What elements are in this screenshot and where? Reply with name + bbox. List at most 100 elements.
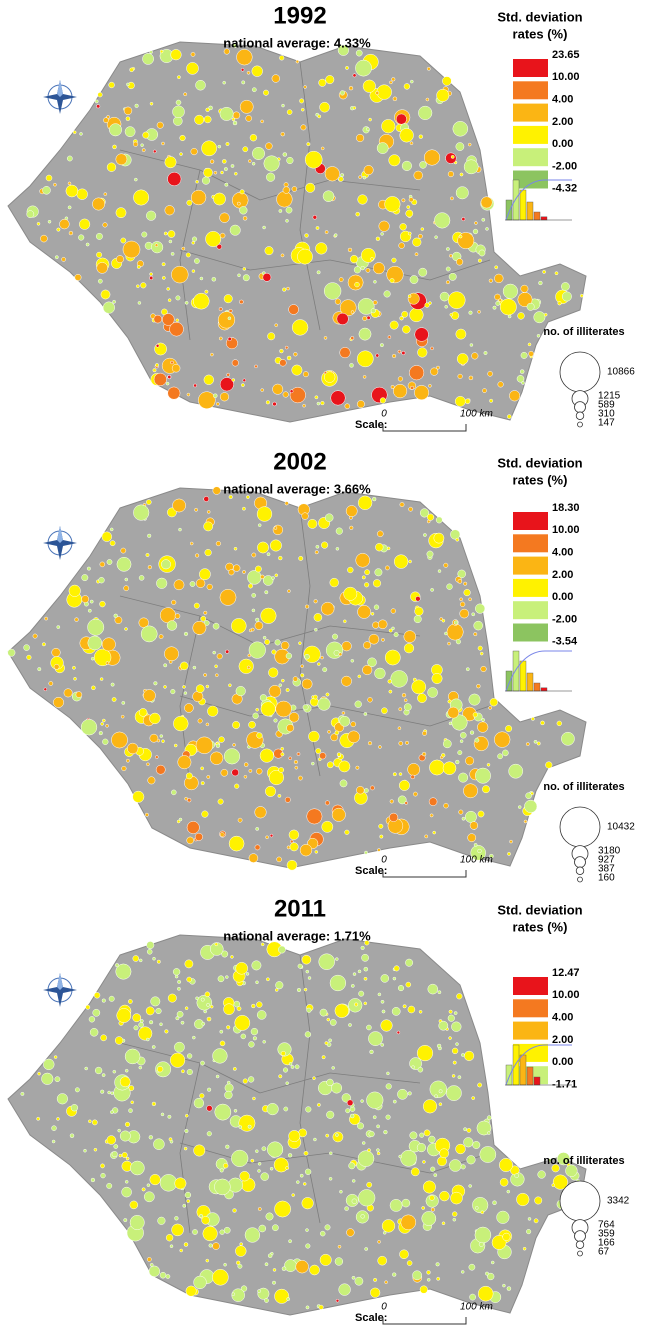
map-dot [507, 852, 511, 856]
map-dot [464, 398, 471, 405]
map-dot [367, 657, 377, 668]
map-dot [233, 1109, 238, 1113]
legend-label: 0.00 [552, 591, 573, 603]
compass [43, 526, 77, 560]
map-dot [289, 389, 294, 394]
map-dot [451, 1021, 462, 1032]
map-dot [272, 1268, 277, 1272]
histogram-bar [519, 660, 527, 692]
map-dot [181, 246, 186, 251]
map-dot [436, 88, 450, 102]
map-dot [100, 1163, 105, 1169]
map-dot [164, 156, 177, 169]
map-dot [393, 632, 399, 638]
map-dot [123, 106, 133, 115]
map-dot [499, 1158, 513, 1172]
map-dot [171, 1223, 184, 1237]
map-dot [278, 945, 286, 954]
map-dot [299, 98, 305, 104]
map-dot [389, 799, 394, 804]
map-dot [405, 958, 414, 967]
map-dot [285, 206, 293, 214]
map-dot [280, 253, 285, 258]
map-dot [321, 820, 334, 833]
map-dot [260, 388, 264, 392]
map-dot [296, 1180, 300, 1184]
map-dot [206, 775, 211, 779]
map-dot [389, 1199, 403, 1212]
map-dot [26, 654, 32, 660]
map-dot [203, 496, 210, 502]
map-dot [203, 673, 207, 677]
map-dot [192, 620, 207, 635]
map-dot [265, 400, 270, 405]
map-dot [111, 697, 117, 702]
map-dot [201, 1216, 210, 1225]
map-dot [491, 1235, 507, 1250]
map-dot [415, 596, 421, 602]
map-dot [152, 368, 157, 373]
map-dot [167, 993, 177, 1003]
map-dot [252, 1096, 256, 1101]
map-dot [257, 1289, 261, 1293]
map-dot [172, 968, 181, 976]
map-dot [324, 1224, 331, 1231]
map-dot [248, 721, 256, 729]
map-dot [280, 132, 285, 137]
map-dot [319, 752, 327, 760]
map-dot [171, 599, 177, 605]
map-dot [519, 369, 525, 374]
map-dot [144, 812, 149, 817]
map-dot [291, 364, 303, 376]
map-dot [265, 142, 273, 150]
map-dot [200, 766, 204, 771]
map-dot [459, 172, 464, 177]
size-legend-circle [575, 866, 585, 875]
map-dot [278, 209, 283, 213]
map-dot [159, 1022, 163, 1027]
map-dot [201, 810, 209, 818]
map-dot [421, 751, 427, 757]
map-dot [51, 647, 61, 658]
map-dot [338, 652, 343, 657]
legend-label: 10.00 [552, 989, 580, 1001]
map-dot [186, 1199, 191, 1203]
map-dot [26, 210, 35, 219]
map-dot [474, 221, 478, 225]
map-dot [344, 1206, 349, 1211]
map-dot [101, 531, 112, 542]
map-dot [191, 241, 195, 245]
map-dot [145, 1006, 155, 1016]
map-dot [509, 839, 513, 844]
map-dot [211, 277, 217, 282]
compass-star-inner [57, 973, 63, 990]
map-dot [271, 576, 275, 580]
map-dot [392, 1272, 397, 1277]
map-dot [390, 385, 395, 389]
map-dot [474, 1226, 492, 1244]
map-dot [419, 1132, 425, 1138]
map-dot [434, 235, 438, 239]
map-dot [321, 541, 329, 549]
map-dot [166, 287, 170, 291]
map-dot [385, 1114, 391, 1120]
map-dot [386, 546, 391, 551]
size-legend-label: 166 [598, 1238, 615, 1249]
map-dot [140, 143, 144, 147]
map-dot [100, 289, 111, 300]
map-dot [362, 664, 373, 676]
map-dot [262, 575, 274, 586]
map-dot [109, 540, 116, 547]
map-dot [97, 92, 103, 98]
map-dot [486, 763, 491, 767]
map-dot [321, 1055, 326, 1060]
map-dot [580, 293, 584, 298]
map-dot [345, 1108, 351, 1114]
map-dot [146, 210, 157, 221]
map-dot [349, 525, 354, 530]
map-dot [96, 104, 101, 109]
map-dot [312, 1076, 316, 1080]
map-dot [184, 300, 189, 305]
map-dot [255, 827, 260, 831]
